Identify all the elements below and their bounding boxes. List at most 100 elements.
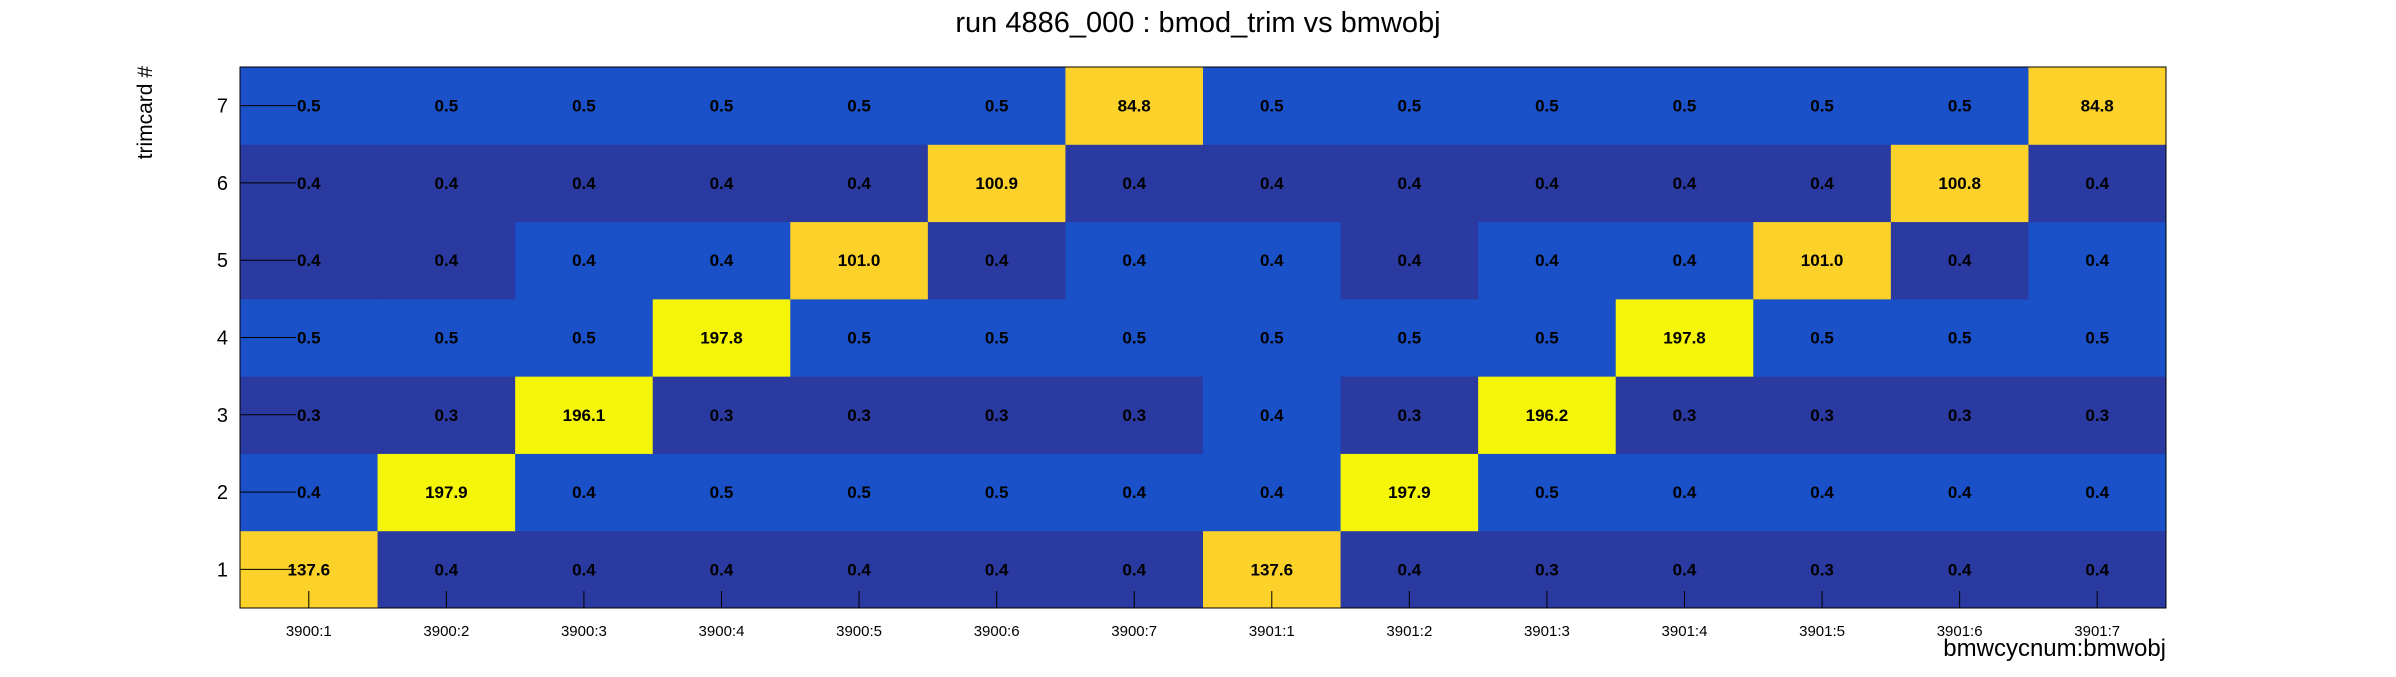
cell-value-label: 101.0: [1801, 251, 1844, 270]
y-tick-label: 6: [217, 173, 228, 195]
cell-value-label: 0.5: [1948, 97, 1972, 116]
cell-value-label: 0.5: [1398, 329, 1422, 348]
heatmap-cell: [790, 221, 929, 300]
cell-value-label: 84.8: [2081, 97, 2114, 116]
heatmap-cell: [1753, 221, 1892, 300]
cell-value-label: 0.4: [2085, 560, 2109, 579]
cell-value-label: 0.3: [1948, 406, 1972, 425]
cell-value-label: 0.4: [1398, 174, 1422, 193]
heatmap-cell: [1890, 453, 2029, 532]
cell-value-label: 0.4: [1673, 174, 1697, 193]
x-axis-label: bmwcycnum:bmwobj: [1943, 635, 2166, 662]
heatmap-cell: [1065, 67, 1204, 145]
cell-value-label: 0.5: [1260, 97, 1284, 116]
heatmap-cell: [1340, 144, 1479, 223]
cell-value-label: 0.4: [1122, 560, 1146, 579]
cell-value-label: 0.4: [847, 560, 871, 579]
cell-value-label: 0.4: [847, 174, 871, 193]
cell-value-label: 0.3: [297, 406, 321, 425]
heatmap-cell: [1478, 376, 1617, 454]
cell-value-label: 0.5: [1535, 329, 1559, 348]
heatmap-cell: [1753, 453, 1892, 532]
heatmap-cell: [1478, 221, 1617, 300]
heatmap-cell: [2028, 144, 2167, 223]
heatmap-cell: [1340, 67, 1479, 145]
cell-value-label: 0.5: [847, 329, 871, 348]
heatmap-cell: [1065, 144, 1204, 223]
heatmap-cell: [790, 144, 929, 223]
heatmap-cell: [790, 298, 929, 377]
heatmap-cell: [1340, 453, 1479, 532]
cell-value-label: 0.4: [710, 251, 734, 270]
heatmap-cell: [377, 298, 516, 377]
heatmap-cell: [652, 376, 791, 454]
cell-value-label: 0.4: [1122, 251, 1146, 270]
cell-value-label: 0.4: [1948, 483, 1972, 502]
cell-value-label: 0.3: [2085, 406, 2109, 425]
heatmap-cell: [1615, 221, 1754, 300]
x-tick-label: 3901:5: [1799, 623, 1845, 640]
cell-value-label: 100.9: [975, 174, 1018, 193]
heatmap-cell: [515, 453, 654, 532]
heatmap-cells: [240, 67, 2167, 609]
cell-value-label: 0.4: [1673, 560, 1697, 579]
cell-value-label: 0.4: [2085, 251, 2109, 270]
cell-value-label: 197.9: [425, 483, 468, 502]
heatmap-cell: [1478, 67, 1617, 145]
y-tick-label: 2: [217, 482, 228, 504]
heatmap-cell: [1890, 144, 2029, 223]
cell-value-label: 0.3: [1535, 560, 1559, 579]
cell-value-label: 0.4: [2085, 174, 2109, 193]
heatmap-cell: [1203, 221, 1342, 300]
cell-value-label: 0.4: [1535, 251, 1559, 270]
heatmap-cell: [1203, 376, 1342, 454]
cell-value-label: 0.4: [1673, 251, 1697, 270]
cell-value-label: 0.3: [847, 406, 871, 425]
heatmap-cell: [1890, 298, 2029, 377]
cell-value-label: 0.4: [1810, 483, 1834, 502]
heatmap-cell: [2028, 376, 2167, 454]
cell-value-label: 0.4: [572, 483, 596, 502]
x-tick-label: 3901:4: [1662, 623, 1708, 640]
y-tick-label: 7: [217, 96, 228, 118]
cell-value-label: 0.4: [1398, 560, 1422, 579]
x-tick-label: 3900:6: [974, 623, 1020, 640]
cell-value-label: 0.4: [435, 174, 459, 193]
heatmap-cell: [2028, 67, 2167, 145]
x-tick-label: 3901:1: [1249, 623, 1295, 640]
cell-value-label: 0.5: [1398, 97, 1422, 116]
cell-value-label: 0.5: [1260, 329, 1284, 348]
heatmap-cell: [652, 453, 791, 532]
cell-value-label: 0.4: [572, 174, 596, 193]
cell-value-label: 0.5: [847, 483, 871, 502]
x-tick-label: 3901:2: [1386, 623, 1432, 640]
cell-value-label: 0.5: [435, 329, 459, 348]
cell-value-label: 0.4: [1673, 483, 1697, 502]
cell-value-label: 0.5: [985, 97, 1009, 116]
heatmap-cell: [652, 221, 791, 300]
heatmap-cell: [1615, 453, 1754, 532]
heatmap-cell: [1890, 67, 2029, 145]
heatmap-cell-labels: 137.6 0.4 0.4 0.4 0.4 0.4 0.4 137.6 0.4 0.3 0.4 0.3…: [288, 97, 2114, 580]
heatmap-cell: [2028, 298, 2167, 377]
cell-value-label: 0.4: [1535, 174, 1559, 193]
cell-value-label: 196.1: [563, 406, 606, 425]
heatmap-cell: [1065, 453, 1204, 532]
cell-value-label: 0.5: [710, 97, 734, 116]
heatmap-cell: [1478, 453, 1617, 532]
cell-value-label: 197.8: [1663, 329, 1706, 348]
heatmap-cell: [1065, 376, 1204, 454]
cell-value-label: 0.4: [572, 560, 596, 579]
heatmap-cell: [377, 453, 516, 532]
x-tick-label: 3900:3: [561, 623, 607, 640]
cell-value-label: 0.5: [1122, 329, 1146, 348]
heatmap-cell: [515, 376, 654, 454]
heatmap-cell: [1203, 453, 1342, 532]
x-tick-label: 3900:5: [836, 623, 882, 640]
cell-value-label: 101.0: [838, 251, 881, 270]
cell-value-label: 0.4: [985, 560, 1009, 579]
y-tick-label: 1: [217, 559, 228, 581]
cell-value-label: 0.4: [1948, 251, 1972, 270]
heatmap-cell: [1065, 221, 1204, 300]
